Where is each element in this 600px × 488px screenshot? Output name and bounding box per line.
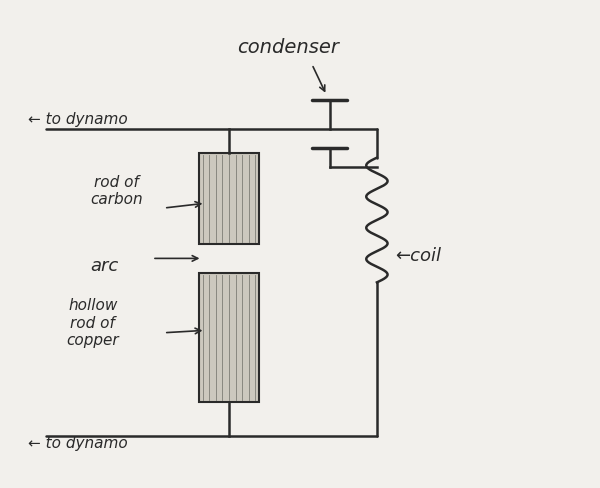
Text: ← to dynamo: ← to dynamo <box>28 436 128 450</box>
Text: arc: arc <box>91 257 119 275</box>
Text: ←coil: ←coil <box>395 247 440 265</box>
Text: ← to dynamo: ← to dynamo <box>28 112 128 127</box>
Text: condenser: condenser <box>237 38 339 57</box>
Bar <box>199 273 259 402</box>
Bar <box>199 153 259 244</box>
Text: hollow
rod of
copper: hollow rod of copper <box>67 298 119 348</box>
Text: rod of
carbon: rod of carbon <box>90 175 143 207</box>
